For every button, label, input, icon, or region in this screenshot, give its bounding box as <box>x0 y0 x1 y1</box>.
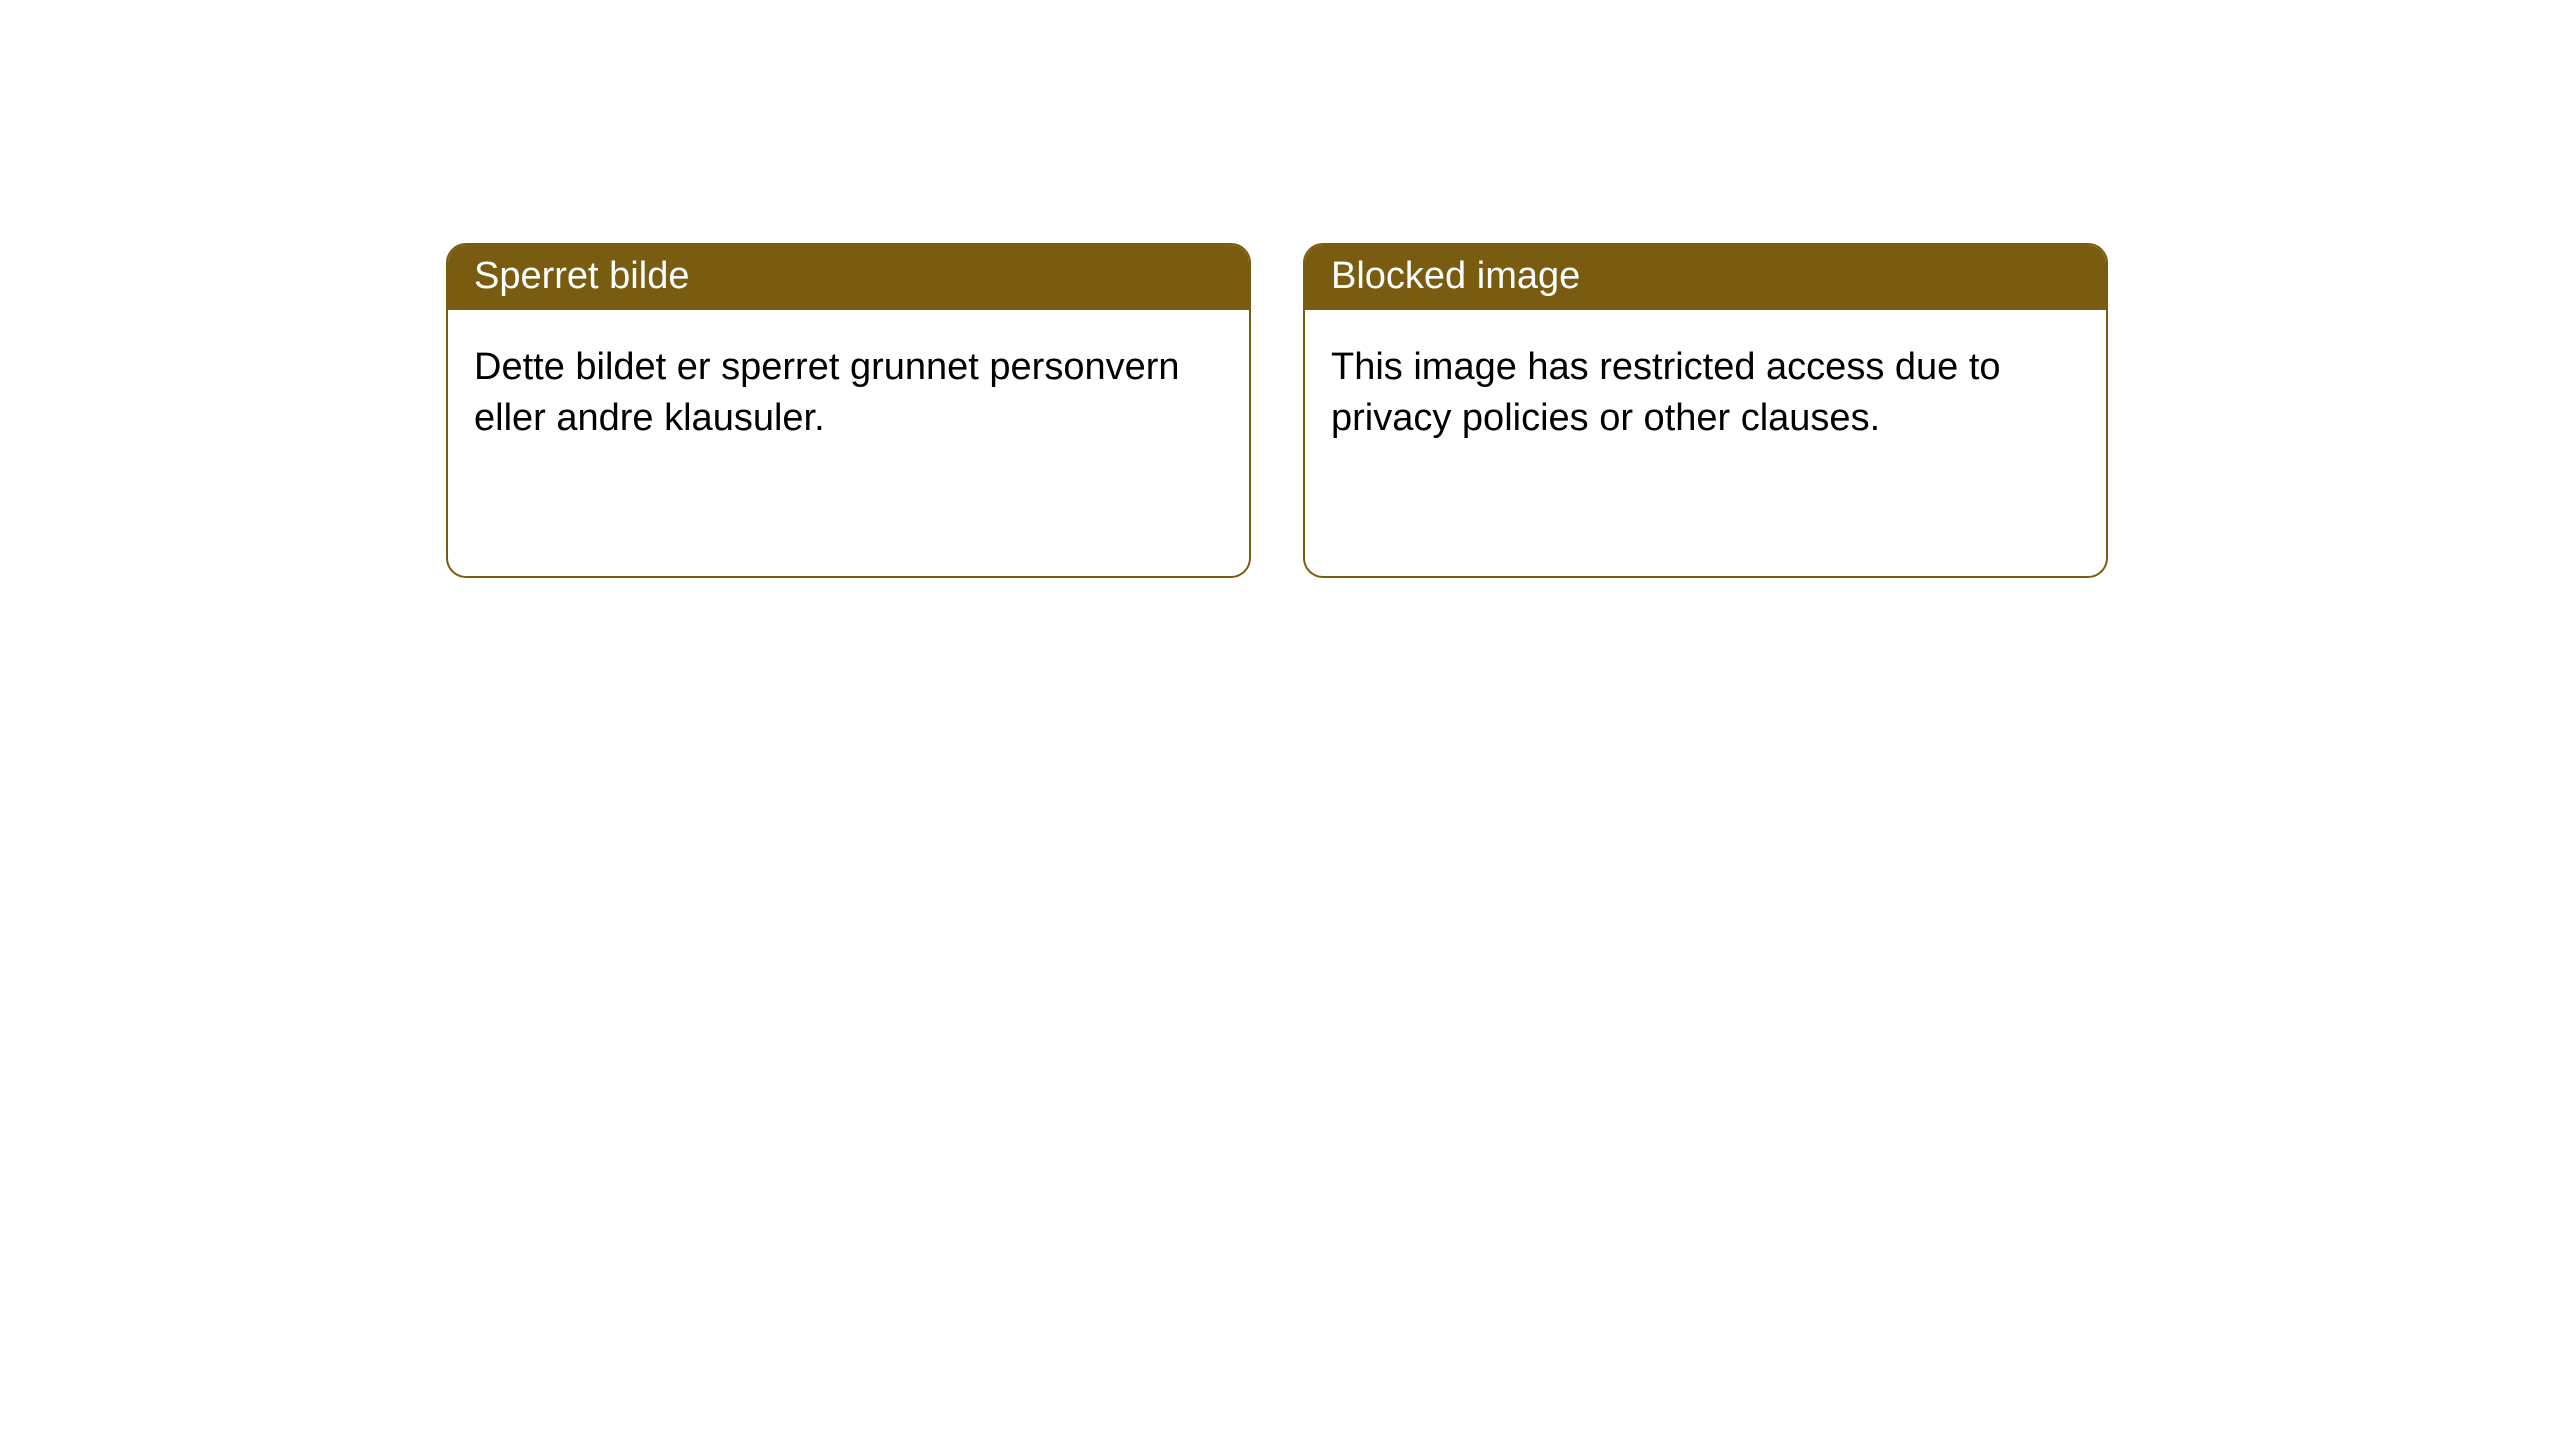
notice-card-en-header: Blocked image <box>1305 245 2106 310</box>
notice-card-container: Sperret bilde Dette bildet er sperret gr… <box>446 243 2108 578</box>
notice-card-no: Sperret bilde Dette bildet er sperret gr… <box>446 243 1251 578</box>
notice-card-en-text: This image has restricted access due to … <box>1331 346 2001 439</box>
notice-card-no-text: Dette bildet er sperret grunnet personve… <box>474 346 1180 439</box>
notice-card-en-body: This image has restricted access due to … <box>1305 310 2106 477</box>
notice-card-en-title: Blocked image <box>1331 255 1580 297</box>
notice-card-no-header: Sperret bilde <box>448 245 1249 310</box>
notice-card-no-body: Dette bildet er sperret grunnet personve… <box>448 310 1249 477</box>
notice-card-en: Blocked image This image has restricted … <box>1303 243 2108 578</box>
notice-card-no-title: Sperret bilde <box>474 255 689 297</box>
